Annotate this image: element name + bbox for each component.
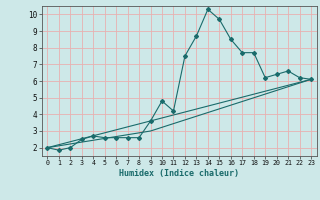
X-axis label: Humidex (Indice chaleur): Humidex (Indice chaleur) [119, 169, 239, 178]
